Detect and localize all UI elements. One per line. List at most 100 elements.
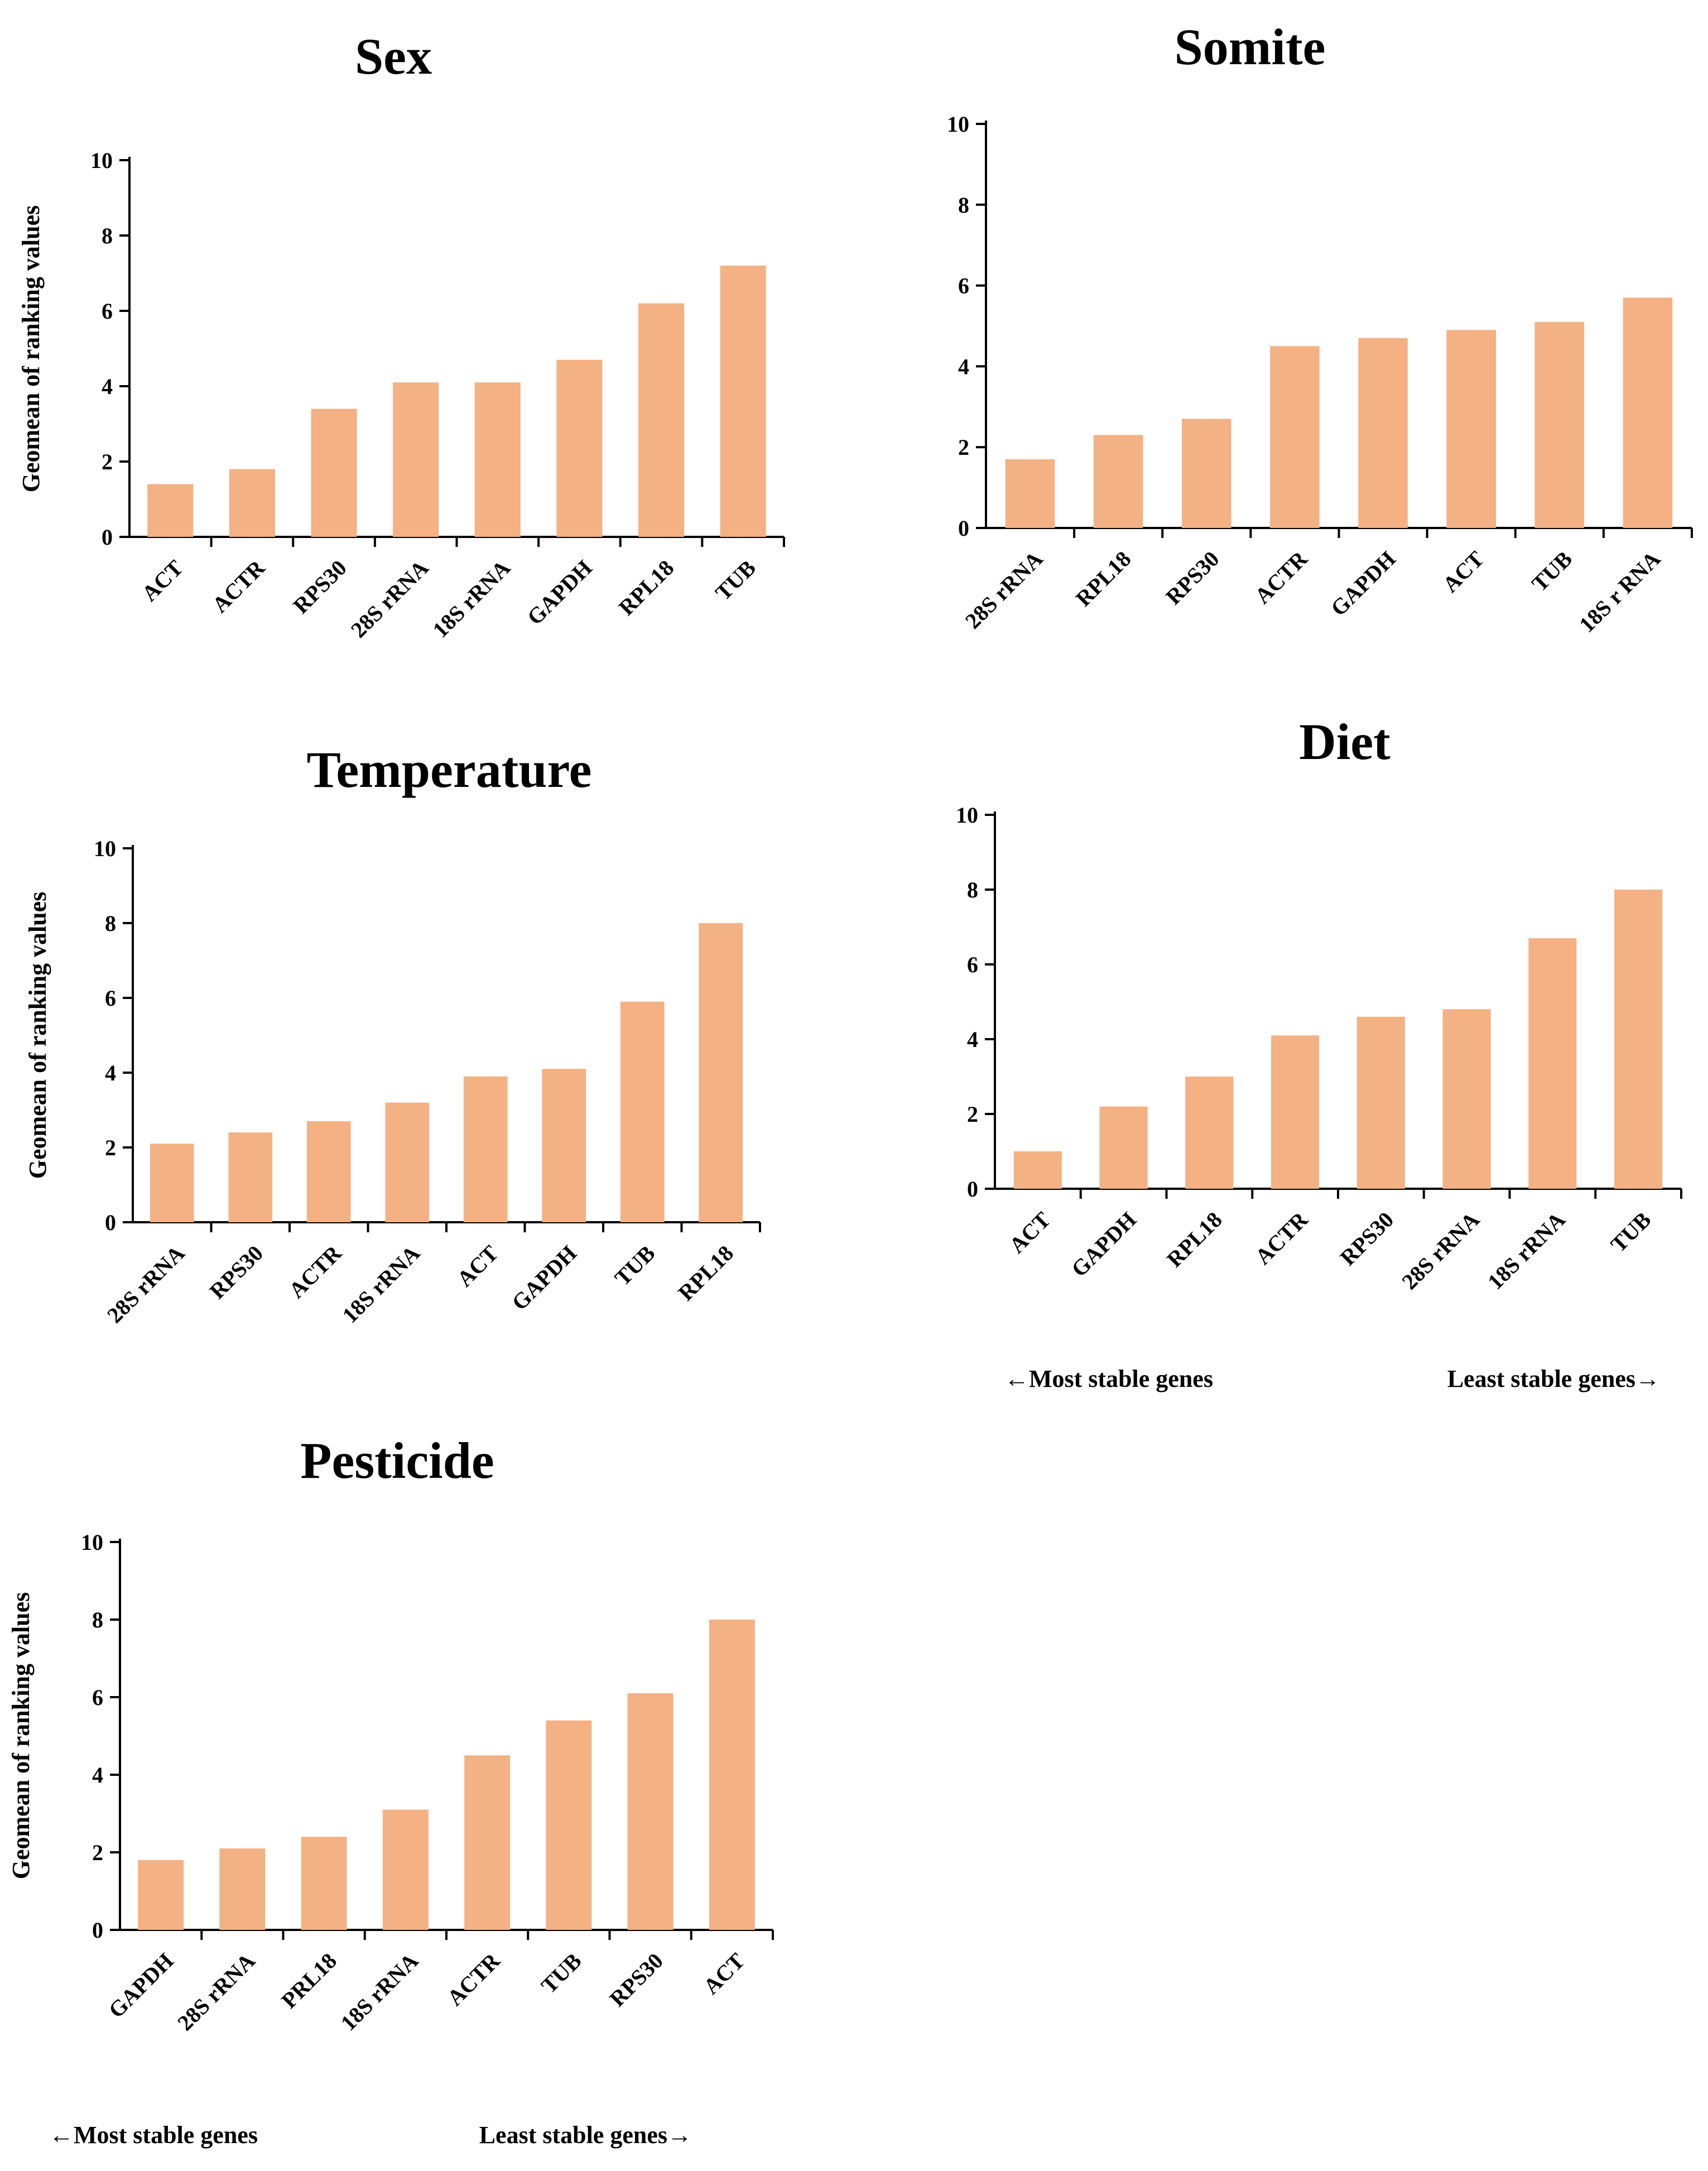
- y-tick-label: 10: [947, 112, 969, 137]
- chart-title: Sex: [355, 28, 432, 85]
- bar: [546, 1720, 592, 1930]
- bar: [301, 1837, 347, 1930]
- y-tick-label: 4: [92, 1762, 103, 1788]
- bar: [147, 484, 194, 537]
- x-tick-label: 18S rRNA: [337, 1240, 425, 1328]
- bar: [1623, 297, 1673, 528]
- chart-title: Somite: [1175, 18, 1326, 75]
- bar: [542, 1069, 586, 1222]
- bar: [1528, 938, 1577, 1189]
- bar: [1446, 330, 1496, 528]
- y-tick-label: 2: [958, 435, 969, 460]
- x-tick-label: 18S rRNA: [335, 1948, 423, 2035]
- x-tick-label: RPS30: [205, 1241, 268, 1304]
- least-stable-note: Least stable genes→: [479, 2121, 692, 2149]
- x-tick-label: ACTR: [1250, 546, 1313, 609]
- x-tick-label: 18S rRNA: [1483, 1207, 1570, 1294]
- y-tick-label: 6: [958, 273, 969, 299]
- bar: [1185, 1077, 1234, 1189]
- chart-title: Pesticide: [300, 1432, 494, 1489]
- x-tick-label: ACT: [452, 1240, 503, 1291]
- x-tick-label: TUB: [710, 555, 761, 606]
- x-tick-label: TUB: [1606, 1207, 1656, 1257]
- y-tick-label: 4: [958, 354, 969, 379]
- x-tick-label: ACT: [699, 1948, 750, 1999]
- bar: [627, 1693, 673, 1930]
- bar: [474, 382, 521, 537]
- x-tick-label: GAPDH: [1326, 546, 1401, 621]
- x-tick-label: RPL18: [673, 1241, 738, 1306]
- least-stable-note: Least stable genes→: [1447, 1365, 1660, 1392]
- y-tick-label: 6: [967, 952, 978, 977]
- x-tick-label: 18S rRNA: [427, 555, 515, 642]
- bar: [138, 1860, 184, 1930]
- y-tick-label: 6: [105, 986, 116, 1011]
- bar: [1093, 435, 1143, 528]
- y-tick-label: 8: [958, 193, 969, 218]
- bar: [219, 1848, 266, 1930]
- y-tick-label: 4: [105, 1060, 116, 1086]
- bar: [229, 469, 275, 537]
- x-tick-label: TUB: [610, 1241, 660, 1291]
- y-tick-label: 10: [94, 836, 116, 861]
- x-tick-label: 28S rRNA: [1397, 1207, 1484, 1294]
- x-tick-label: ACT: [137, 555, 188, 606]
- y-tick-label: 4: [967, 1027, 978, 1052]
- bar: [306, 1121, 351, 1222]
- x-tick-label: RPS30: [604, 1948, 668, 2012]
- x-tick-label: RPS30: [1161, 546, 1224, 610]
- bar: [620, 1001, 665, 1222]
- x-tick-label: ACTR: [1250, 1207, 1314, 1270]
- y-tick-label: 6: [102, 299, 113, 324]
- bar: [556, 359, 603, 537]
- most-stable-note: ←Most stable genes: [1004, 1365, 1213, 1392]
- x-tick-label: GAPDH: [104, 1948, 179, 2023]
- y-tick-label: 10: [81, 1530, 103, 1555]
- x-tick-label: TUB: [536, 1948, 586, 1999]
- bar: [1182, 419, 1231, 528]
- x-tick-label: RPL18: [1071, 546, 1136, 612]
- x-tick-label: RPS30: [288, 555, 352, 619]
- y-tick-label: 2: [102, 449, 113, 474]
- y-tick-label: 0: [105, 1210, 116, 1235]
- bar: [463, 1076, 508, 1222]
- y-tick-label: 10: [956, 803, 978, 828]
- y-tick-label: 0: [102, 525, 113, 550]
- y-tick-label: 2: [105, 1135, 116, 1160]
- y-tick-label: 8: [105, 911, 116, 936]
- chart-title: Temperature: [306, 741, 591, 798]
- bar: [1356, 1016, 1405, 1189]
- bar: [385, 1102, 430, 1222]
- x-tick-label: GAPDH: [522, 555, 597, 630]
- bar: [1013, 1151, 1062, 1189]
- y-tick-label: 8: [967, 877, 978, 902]
- x-tick-label: RPL18: [614, 555, 679, 621]
- x-tick-label: ACT: [1438, 546, 1489, 597]
- bar: [638, 303, 685, 537]
- x-tick-label: RPS30: [1335, 1207, 1399, 1271]
- bar: [1442, 1009, 1491, 1189]
- y-tick-label: 2: [92, 1840, 103, 1865]
- x-tick-label: ACTR: [207, 555, 270, 618]
- bar: [1099, 1106, 1148, 1189]
- y-tick-label: 8: [102, 223, 113, 248]
- chart-panel-somite: Somite 0 2 4 6 8 10 28S rRNA RPL18 RPS30 ACTR GAPDH…: [947, 18, 1693, 637]
- x-tick-label: GAPDH: [1066, 1207, 1141, 1282]
- x-tick-label: RPL18: [1162, 1207, 1227, 1272]
- x-tick-label: ACT: [1004, 1207, 1056, 1258]
- chart-title: Diet: [1299, 713, 1391, 770]
- x-tick-label: GAPDH: [507, 1241, 581, 1315]
- bar: [1614, 890, 1663, 1189]
- x-tick-label: TUB: [1527, 546, 1577, 597]
- x-tick-label: PRL18: [276, 1948, 341, 2014]
- bar: [311, 409, 357, 537]
- bar: [1358, 338, 1408, 528]
- x-tick-label: ACTR: [442, 1948, 506, 2011]
- bar: [720, 266, 766, 537]
- y-tick-label: 0: [958, 516, 969, 541]
- bar: [150, 1144, 194, 1222]
- y-tick-label: 4: [102, 374, 113, 399]
- bar: [1270, 346, 1320, 528]
